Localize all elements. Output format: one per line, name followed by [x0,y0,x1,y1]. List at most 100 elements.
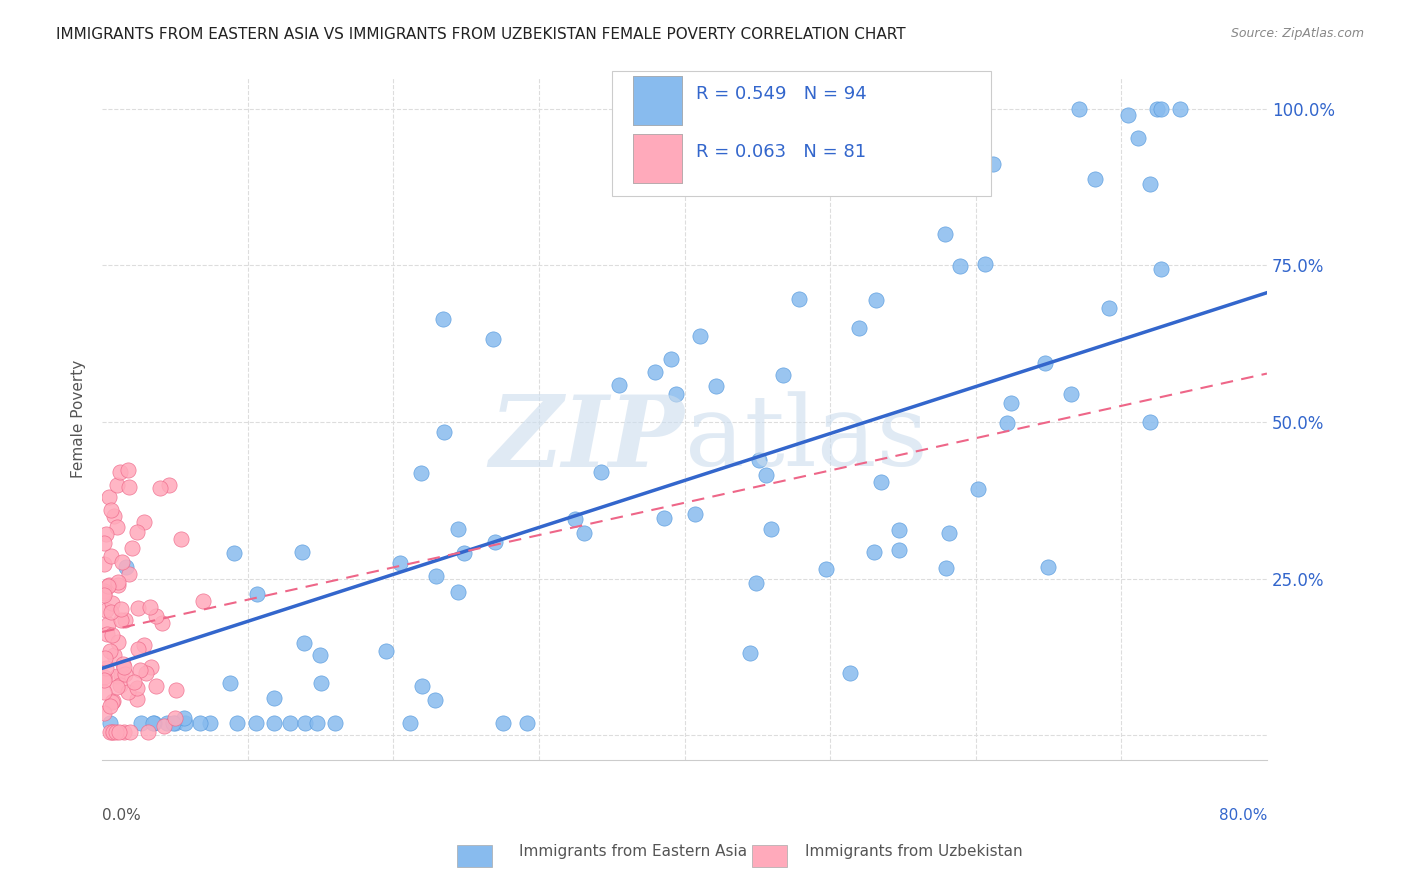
Point [1000,396,1022,410]
Point [110,668,132,682]
Point [157,478,180,492]
Point [1150,102,1173,116]
Text: IMMIGRANTS FROM EASTERN ASIA VS IMMIGRANTS FROM UZBEKISTAN FEMALE POVERTY CORREL: IMMIGRANTS FROM EASTERN ASIA VS IMMIGRAN… [56,27,905,42]
Point [94,603,117,617]
Point [685,507,707,521]
Point [103,509,125,524]
Point [644,365,666,379]
Point [98,578,121,592]
Point [108,678,131,692]
Text: Immigrants from Uzbekistan: Immigrants from Uzbekistan [806,845,1022,859]
Point [107,574,129,589]
Point [170,532,193,546]
Point [246,587,269,601]
Text: ZIP: ZIP [489,392,685,488]
Point [115,560,138,574]
Point [111,555,134,569]
Point [589,465,612,479]
Point [838,666,860,681]
Point [309,648,332,663]
Text: atlas: atlas [685,392,928,487]
Point [492,715,515,730]
Point [447,522,470,536]
Point [145,679,167,693]
Point [934,227,956,241]
Point [411,466,433,480]
Point [173,711,195,725]
Point [1128,131,1150,145]
Point [98,643,121,657]
Point [447,585,470,599]
Point [127,681,149,695]
Point [981,157,1004,171]
Point [107,635,129,649]
Point [1069,102,1091,116]
Point [125,525,148,540]
Point [107,520,129,534]
Point [107,680,129,694]
Point [659,352,682,367]
Point [98,715,121,730]
Point [97,616,120,631]
Point [815,562,838,576]
Point [938,526,960,541]
Point [865,293,887,308]
Point [129,715,152,730]
Point [98,725,121,739]
Text: Immigrants from Eastern Asia: Immigrants from Eastern Asia [519,845,747,859]
Point [633,102,655,116]
Point [150,616,173,631]
Point [104,725,127,739]
Point [139,660,162,674]
Point [1038,559,1060,574]
Point [112,725,135,739]
Text: 80.0%: 80.0% [1219,808,1267,823]
Y-axis label: Female Poverty: Female Poverty [72,359,86,478]
Text: 0.0%: 0.0% [103,808,141,823]
Point [689,329,711,343]
Point [935,560,957,574]
Point [93,685,115,699]
Point [101,725,124,739]
Point [93,588,115,602]
Point [294,715,316,730]
Point [225,715,247,730]
Point [425,692,447,706]
Point [98,490,121,504]
Point [388,557,411,571]
Point [607,377,630,392]
Point [1084,172,1107,186]
Point [432,425,454,439]
Point [114,613,136,627]
Point [135,665,157,680]
Point [967,482,990,496]
Point [129,663,152,677]
Point [1139,177,1161,191]
Text: R = 0.549   N = 94: R = 0.549 N = 94 [696,85,866,103]
Point [128,641,150,656]
Point [105,669,128,683]
Point [374,644,396,658]
Point [1033,356,1056,370]
Point [124,675,146,690]
Point [744,576,766,591]
Point [887,543,910,558]
Point [132,515,155,529]
Point [117,685,139,699]
Point [292,636,315,650]
Point [481,332,503,346]
Point [245,715,267,730]
Point [117,463,139,477]
Point [110,613,132,627]
Point [654,511,676,525]
Point [399,715,422,730]
Point [995,416,1018,430]
Point [110,601,132,615]
Point [153,719,176,733]
Point [291,544,314,558]
Point [93,536,115,550]
Point [132,638,155,652]
Text: Source: ZipAtlas.com: Source: ZipAtlas.com [1230,27,1364,40]
Point [120,725,142,739]
Point [93,706,115,720]
